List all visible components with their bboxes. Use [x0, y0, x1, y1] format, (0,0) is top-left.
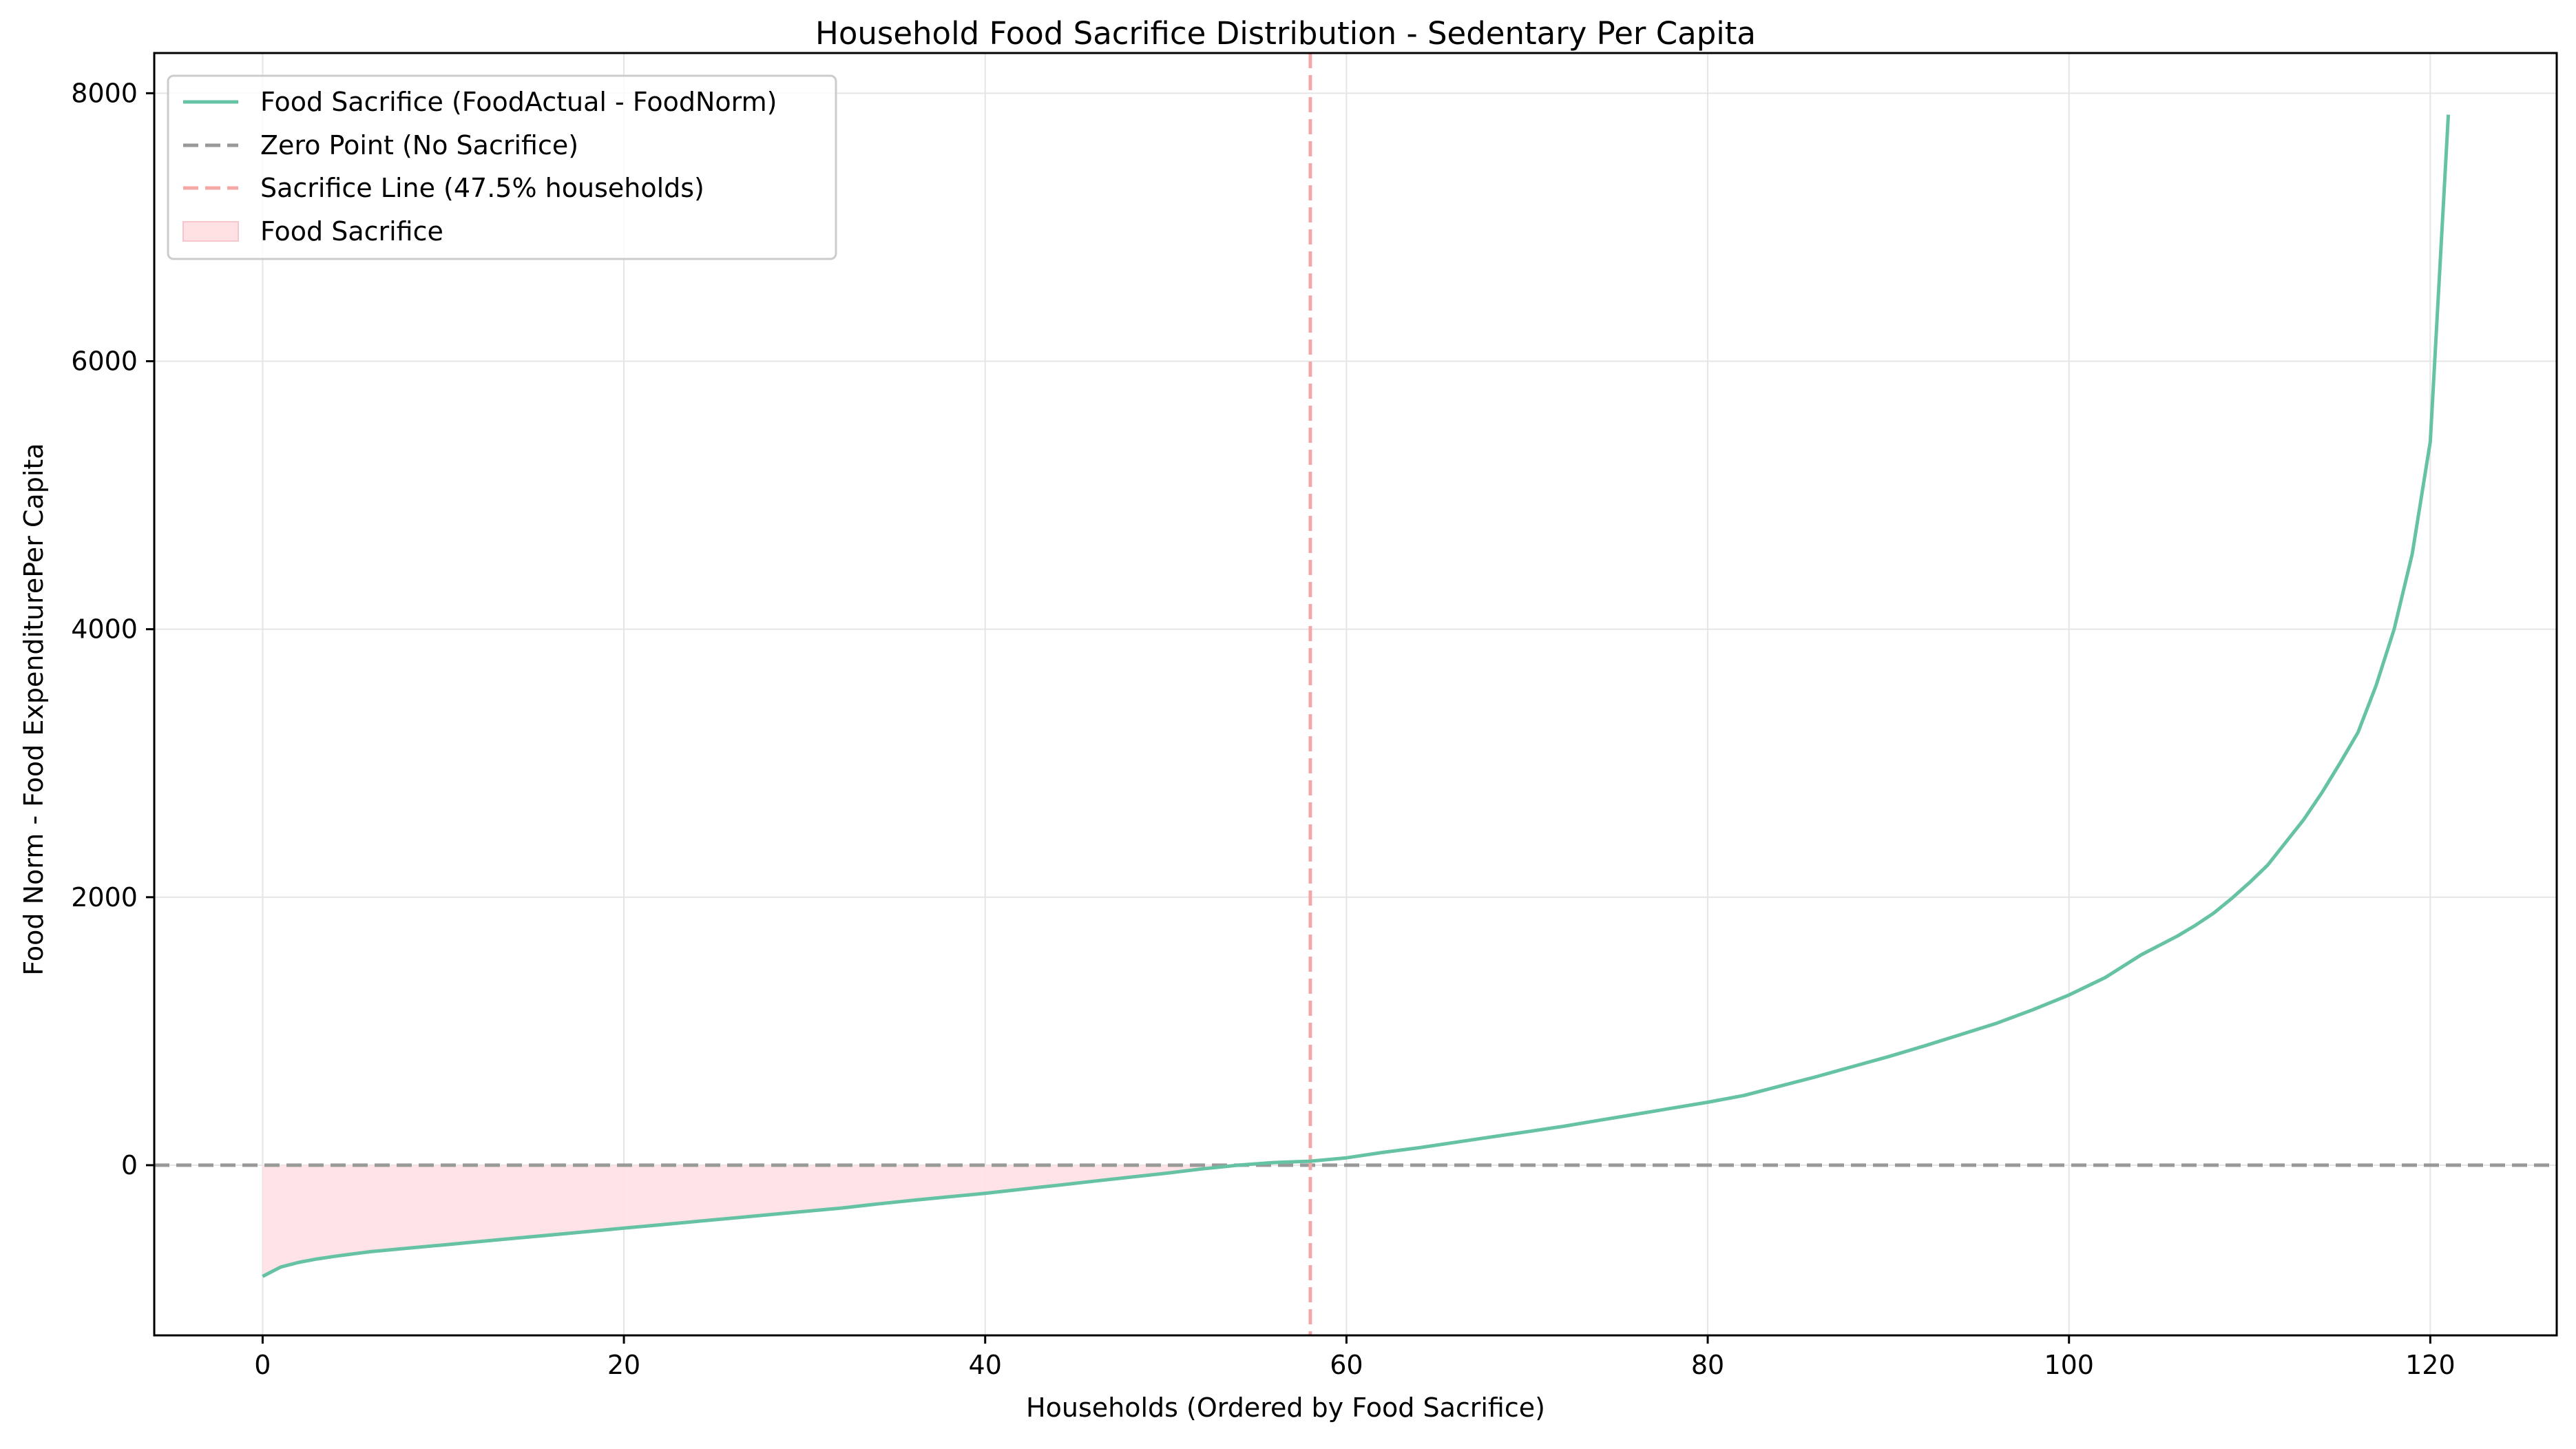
legend-label-series: Food Sacrifice (FoodActual - FoodNorm) — [260, 87, 777, 117]
legend-label-sacrifice-line: Sacrifice Line (47.5% households) — [260, 173, 704, 203]
x-tick-label: 80 — [1691, 1350, 1724, 1380]
legend-label-fill: Food Sacrifice — [260, 216, 443, 247]
legend-frame — [167, 74, 837, 260]
x-tick-label: 20 — [607, 1350, 640, 1380]
x-tick-label: 100 — [2044, 1350, 2094, 1380]
x-tick-label: 0 — [254, 1350, 271, 1380]
y-axis-label: Food Norm - Food ExpenditurePer Capita — [19, 443, 49, 975]
y-tick-label: 2000 — [71, 882, 138, 913]
legend-label-zero-line: Zero Point (No Sacrifice) — [260, 130, 578, 160]
y-tick-label: 8000 — [71, 78, 138, 108]
y-tick-label: 0 — [121, 1150, 138, 1180]
chart-title: Household Food Sacrifice Distribution - … — [815, 15, 1756, 52]
legend-swatch-fill — [182, 221, 239, 242]
food-sacrifice-fill-area — [262, 1165, 1238, 1277]
y-tick-label: 6000 — [71, 346, 138, 377]
y-tick-label: 4000 — [71, 614, 138, 645]
food-sacrifice-series-line — [262, 114, 2451, 1278]
y-axis: 0 2000 4000 6000 8000 — [71, 78, 154, 1180]
x-tick-label: 40 — [969, 1350, 1002, 1380]
x-axis: 0 20 40 60 80 100 120 — [254, 1335, 2455, 1380]
x-axis-label: Households (Ordered by Food Sacrifice) — [1026, 1393, 1545, 1423]
legend: Food Sacrifice (FoodActual - FoodNorm) Z… — [167, 74, 837, 260]
x-tick-label: 60 — [1330, 1350, 1363, 1380]
x-tick-label: 120 — [2405, 1350, 2455, 1380]
plot-frame — [153, 52, 2558, 1337]
